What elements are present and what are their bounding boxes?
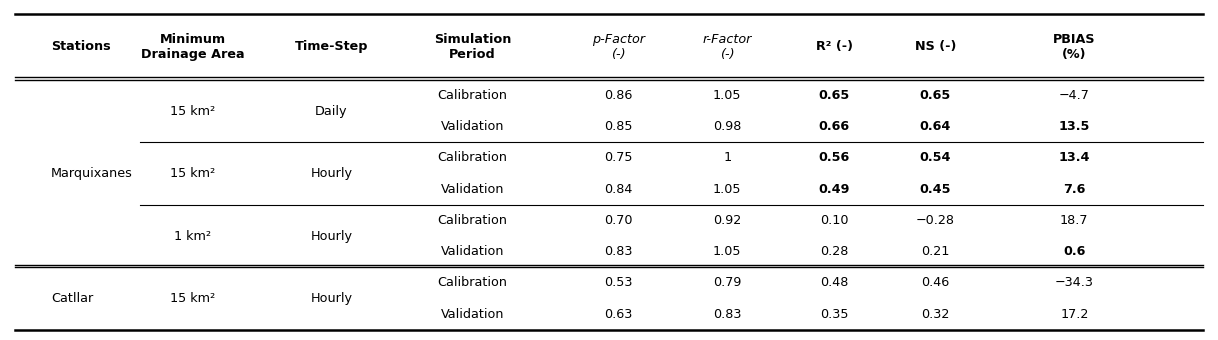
Text: Catllar: Catllar xyxy=(51,292,94,305)
Text: −34.3: −34.3 xyxy=(1055,276,1094,289)
Text: −0.28: −0.28 xyxy=(916,214,955,227)
Text: 0.35: 0.35 xyxy=(820,308,849,321)
Text: 17.2: 17.2 xyxy=(1060,308,1089,321)
Text: Validation: Validation xyxy=(441,120,504,133)
Text: 0.56: 0.56 xyxy=(818,152,850,165)
Text: PBIAS
(%): PBIAS (%) xyxy=(1054,33,1095,61)
Text: r-Factor
(-): r-Factor (-) xyxy=(703,33,752,61)
Text: Validation: Validation xyxy=(441,245,504,258)
Text: 13.4: 13.4 xyxy=(1058,152,1090,165)
Text: 1.05: 1.05 xyxy=(713,183,742,196)
Text: 13.5: 13.5 xyxy=(1058,120,1090,133)
Text: 0.85: 0.85 xyxy=(604,120,633,133)
Text: 0.28: 0.28 xyxy=(820,245,849,258)
Text: −4.7: −4.7 xyxy=(1058,89,1090,102)
Text: Daily: Daily xyxy=(315,105,347,118)
Text: 0.84: 0.84 xyxy=(604,183,633,196)
Text: 0.86: 0.86 xyxy=(604,89,633,102)
Text: 15 km²: 15 km² xyxy=(169,105,216,118)
Text: 0.48: 0.48 xyxy=(820,276,849,289)
Text: Simulation
Period: Simulation Period xyxy=(434,33,512,61)
Text: 0.79: 0.79 xyxy=(713,276,742,289)
Text: 0.54: 0.54 xyxy=(920,152,951,165)
Text: 0.53: 0.53 xyxy=(604,276,633,289)
Text: 0.98: 0.98 xyxy=(713,120,742,133)
Text: 1: 1 xyxy=(723,152,731,165)
Text: 0.10: 0.10 xyxy=(820,214,849,227)
Text: 0.21: 0.21 xyxy=(921,245,950,258)
Text: 0.66: 0.66 xyxy=(818,120,850,133)
Text: Validation: Validation xyxy=(441,308,504,321)
Text: 0.75: 0.75 xyxy=(604,152,633,165)
Text: 0.70: 0.70 xyxy=(604,214,633,227)
Text: Minimum
Drainage Area: Minimum Drainage Area xyxy=(140,33,245,61)
Text: Hourly: Hourly xyxy=(311,292,352,305)
Text: 0.65: 0.65 xyxy=(818,89,850,102)
Text: p-Factor
(-): p-Factor (-) xyxy=(592,33,646,61)
Text: 0.83: 0.83 xyxy=(713,308,742,321)
Text: NS (-): NS (-) xyxy=(915,40,956,53)
Text: 0.46: 0.46 xyxy=(921,276,950,289)
Text: Validation: Validation xyxy=(441,183,504,196)
Text: Calibration: Calibration xyxy=(437,152,508,165)
Text: 7.6: 7.6 xyxy=(1063,183,1085,196)
Text: Calibration: Calibration xyxy=(437,214,508,227)
Text: Hourly: Hourly xyxy=(311,230,352,242)
Text: Marquixanes: Marquixanes xyxy=(51,167,133,180)
Text: Stations: Stations xyxy=(51,40,111,53)
Text: 18.7: 18.7 xyxy=(1060,214,1089,227)
Text: R² (-): R² (-) xyxy=(816,40,853,53)
Text: 0.49: 0.49 xyxy=(818,183,850,196)
Text: Calibration: Calibration xyxy=(437,276,508,289)
Text: 0.64: 0.64 xyxy=(920,120,951,133)
Text: Calibration: Calibration xyxy=(437,89,508,102)
Text: 1 km²: 1 km² xyxy=(174,230,211,242)
Text: 0.6: 0.6 xyxy=(1063,245,1085,258)
Text: 15 km²: 15 km² xyxy=(169,292,216,305)
Text: 0.45: 0.45 xyxy=(920,183,951,196)
Text: 15 km²: 15 km² xyxy=(169,167,216,180)
Text: 0.32: 0.32 xyxy=(921,308,950,321)
Text: 0.63: 0.63 xyxy=(604,308,633,321)
Text: 0.65: 0.65 xyxy=(920,89,951,102)
Text: 0.83: 0.83 xyxy=(604,245,633,258)
Text: Time-Step: Time-Step xyxy=(295,40,368,53)
Text: 0.92: 0.92 xyxy=(713,214,742,227)
Text: 1.05: 1.05 xyxy=(713,89,742,102)
Text: Hourly: Hourly xyxy=(311,167,352,180)
Text: 1.05: 1.05 xyxy=(713,245,742,258)
